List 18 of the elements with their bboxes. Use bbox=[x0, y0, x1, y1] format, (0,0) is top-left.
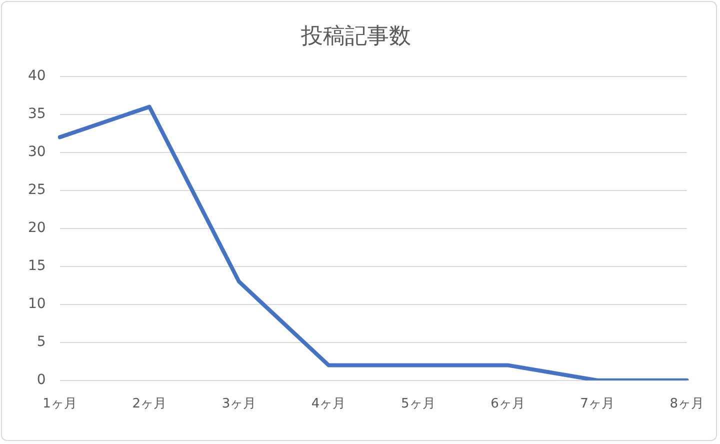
y-tick-label: 35 bbox=[28, 106, 46, 122]
y-tick-label: 5 bbox=[36, 334, 46, 350]
y-tick-label: 25 bbox=[28, 182, 46, 198]
y-tick-label: 0 bbox=[36, 372, 46, 388]
x-tick-label: 4ヶ月 bbox=[311, 396, 346, 412]
y-tick-label: 30 bbox=[28, 144, 46, 160]
y-tick-label: 15 bbox=[28, 258, 46, 274]
x-tick-label: 8ヶ月 bbox=[670, 396, 704, 412]
y-tick-label: 40 bbox=[28, 68, 46, 84]
x-tick-label: 3ヶ月 bbox=[222, 396, 256, 412]
x-tick-label: 5ヶ月 bbox=[400, 396, 436, 412]
x-tick-label: 7ヶ月 bbox=[580, 396, 614, 412]
x-tick-label: 6ヶ月 bbox=[490, 396, 525, 412]
x-tick-label: 2ヶ月 bbox=[132, 396, 167, 412]
x-tick-label: 1ヶ月 bbox=[42, 396, 77, 412]
chart-title: 投稿記事数 bbox=[300, 24, 411, 49]
y-tick-label: 10 bbox=[28, 296, 46, 312]
y-tick-label: 20 bbox=[28, 220, 46, 236]
